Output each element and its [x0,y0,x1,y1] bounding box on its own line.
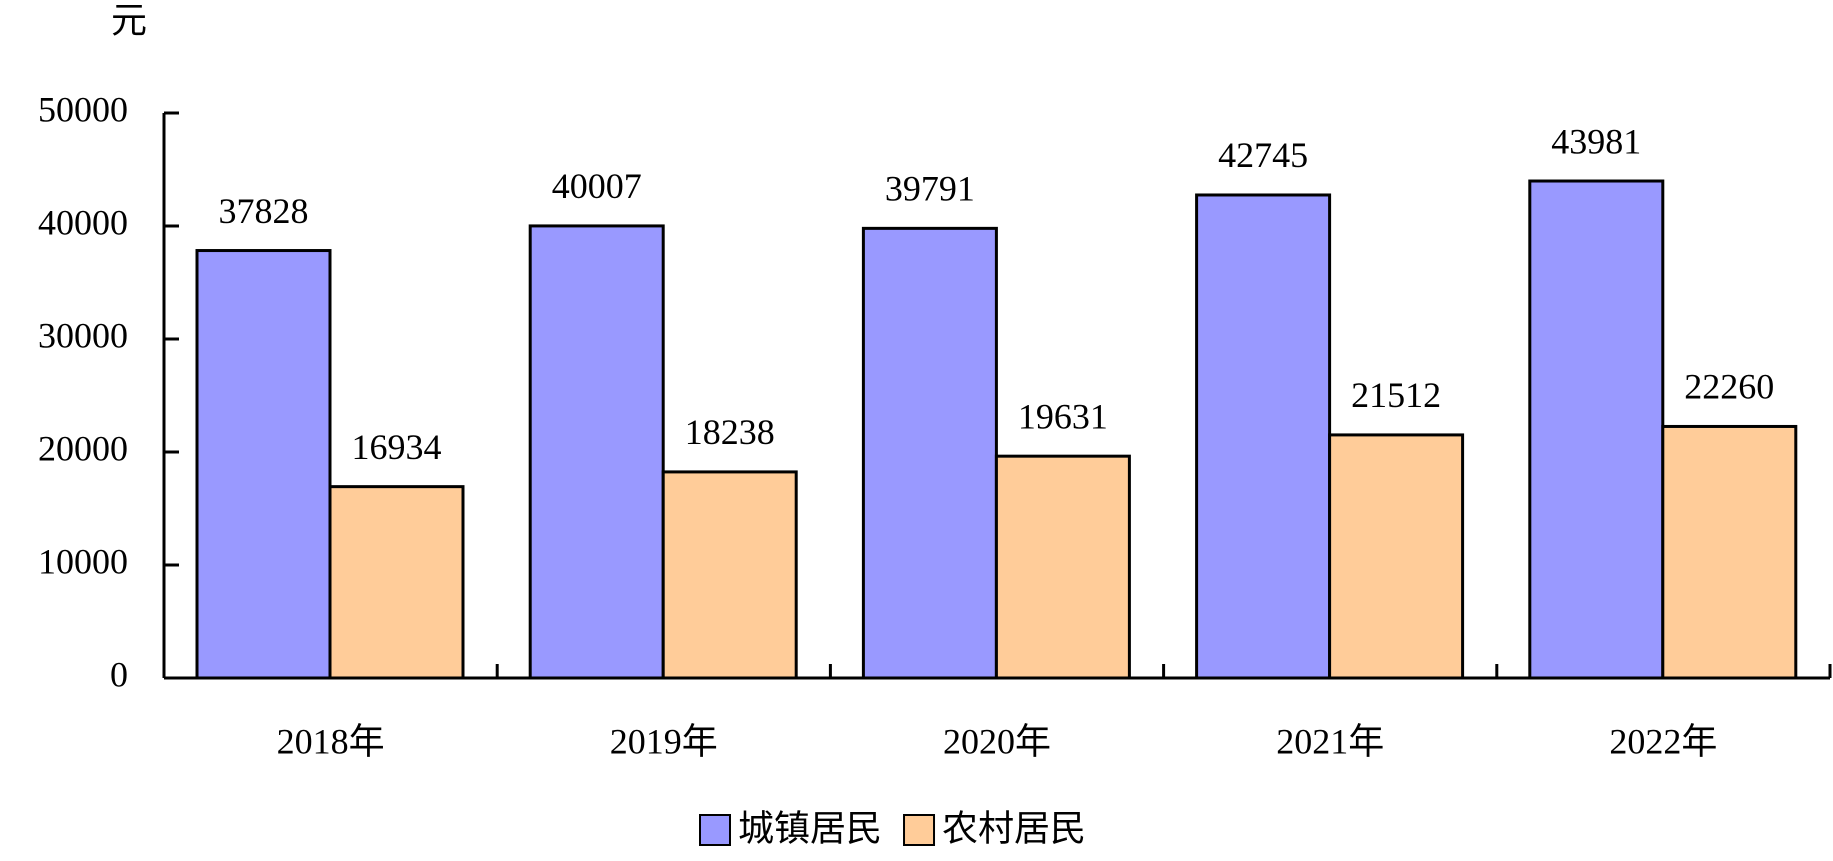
y-tick-label: 0 [110,654,128,694]
bar [528,224,665,680]
data-label: 43981 [1551,121,1641,161]
x-tick-label: 2020年 [943,721,1051,761]
y-tick-label: 50000 [38,89,128,129]
data-label: 39791 [885,169,975,209]
x-tick-label: 2022年 [1609,721,1717,761]
x-tick-label: 2019年 [610,721,718,761]
y-axis-label: 元 [111,0,147,40]
data-label: 42745 [1218,135,1308,175]
y-tick-label: 40000 [38,202,128,242]
data-label: 16934 [352,427,442,467]
legend-label: 农村居民 [942,808,1086,848]
x-tick-label: 2021年 [1276,721,1384,761]
data-label: 40007 [552,166,642,206]
data-label: 37828 [219,191,309,231]
bar [1195,193,1332,680]
bar [328,485,465,680]
bar [1328,433,1465,680]
bar [195,249,332,680]
data-label: 19631 [1018,396,1108,436]
x-tick-label: 2018年 [277,721,385,761]
legend-label: 城镇居民 [738,808,882,848]
data-label: 22260 [1684,367,1774,407]
bar [1528,179,1665,680]
data-label: 21512 [1351,375,1441,415]
data-label: 18238 [685,412,775,452]
bar [994,454,1131,680]
bar [861,226,998,680]
bar [661,470,798,680]
y-tick-label: 30000 [38,315,128,355]
bar [1661,424,1798,680]
legend-swatch [699,814,731,846]
y-tick-label: 20000 [38,428,128,468]
y-tick-label: 10000 [38,541,128,581]
legend-swatch [903,814,936,846]
